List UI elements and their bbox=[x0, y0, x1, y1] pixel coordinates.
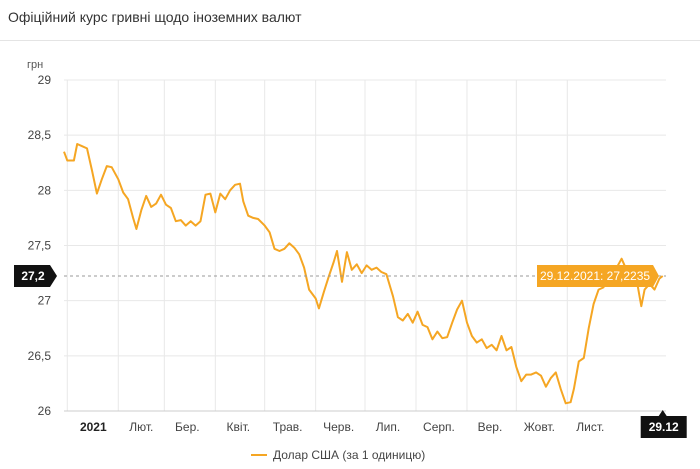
legend[interactable]: Долар США (за 1 одиницю) bbox=[251, 448, 425, 462]
series-layer bbox=[63, 143, 664, 405]
legend-label: Долар США (за 1 одиницю) bbox=[273, 448, 426, 462]
y-marker-label: 27,2 bbox=[21, 269, 45, 283]
y-tick-label: 28,5 bbox=[28, 128, 52, 142]
x-tick-label: Жовт. bbox=[524, 420, 555, 434]
y-tick-label: 28 bbox=[38, 183, 52, 197]
x-tick-label: Трав. bbox=[273, 420, 303, 434]
tooltip-text: 29.12.2021: 27,2235 bbox=[540, 269, 650, 283]
y-axis-unit: грн bbox=[27, 59, 43, 71]
x-marker-badge bbox=[640, 410, 687, 438]
chart-header: Офіційний курс гривні щодо іноземних вал… bbox=[0, 0, 700, 41]
chart-title: Офіційний курс гривні щодо іноземних вал… bbox=[8, 9, 302, 25]
x-marker-label: 29.12 bbox=[649, 420, 679, 434]
y-axis-ticks: 29 28,5 28 27,5 27 26,5 26 bbox=[28, 73, 52, 418]
legend-swatch bbox=[251, 454, 267, 456]
x-tick-label: Лист. bbox=[576, 420, 604, 434]
y-tick-label: 26,5 bbox=[28, 349, 52, 363]
x-tick-label: Серп. bbox=[423, 420, 455, 434]
x-tick-label: Лют. bbox=[129, 420, 153, 434]
x-tick-label: Квіт. bbox=[227, 420, 251, 434]
y-tick-label: 27 bbox=[38, 294, 52, 308]
y-tick-label: 27,5 bbox=[28, 239, 52, 253]
y-tick-label: 26 bbox=[38, 404, 52, 418]
x-tick-label: Вер. bbox=[478, 420, 503, 434]
tooltip-box bbox=[537, 265, 659, 288]
x-axis-ticks: 2021 Лют. Бер. Квіт. Трав. Черв. Лип. Серп. Вер.… bbox=[80, 420, 604, 434]
y-marker-badge bbox=[14, 265, 57, 288]
x-tick-label: 2021 bbox=[80, 420, 107, 434]
y-tick-label: 29 bbox=[38, 73, 52, 87]
crosshair-layer: 27,2 29.12 29.12.2021: 27,2235 bbox=[14, 265, 687, 438]
x-tick-label: Лип. bbox=[376, 420, 400, 434]
series-line[interactable] bbox=[63, 143, 664, 405]
grid bbox=[64, 79, 666, 412]
x-tick-label: Бер. bbox=[175, 420, 200, 434]
x-tick-label: Черв. bbox=[323, 420, 354, 434]
